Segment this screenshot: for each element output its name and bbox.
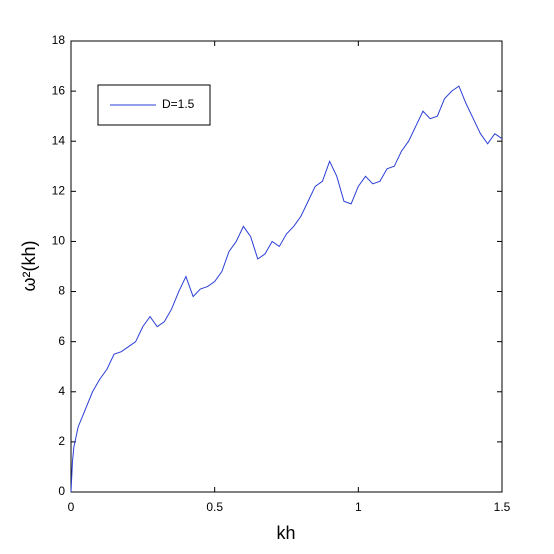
y-axis-label: ω²(kh) bbox=[19, 240, 39, 291]
y-tick-label: 16 bbox=[52, 83, 66, 97]
y-tick-label: 8 bbox=[58, 284, 65, 298]
y-tick-label: 0 bbox=[58, 484, 65, 498]
x-tick-label: 1.5 bbox=[494, 500, 511, 514]
x-tick-label: 0 bbox=[68, 500, 75, 514]
legend-label: D=1.5 bbox=[162, 97, 195, 111]
y-tick-label: 18 bbox=[52, 33, 66, 47]
x-tick-label: 1 bbox=[355, 500, 362, 514]
data-line bbox=[70, 85, 503, 493]
y-tick-label: 10 bbox=[52, 234, 66, 248]
y-tick-label: 4 bbox=[58, 384, 65, 398]
y-tick-label: 2 bbox=[58, 434, 65, 448]
x-axis-label: kh bbox=[276, 523, 295, 543]
y-tick-label: 6 bbox=[58, 334, 65, 348]
y-tick-label: 14 bbox=[52, 133, 66, 147]
x-tick-label: 0.5 bbox=[206, 500, 223, 514]
y-tick-label: 12 bbox=[52, 184, 66, 198]
